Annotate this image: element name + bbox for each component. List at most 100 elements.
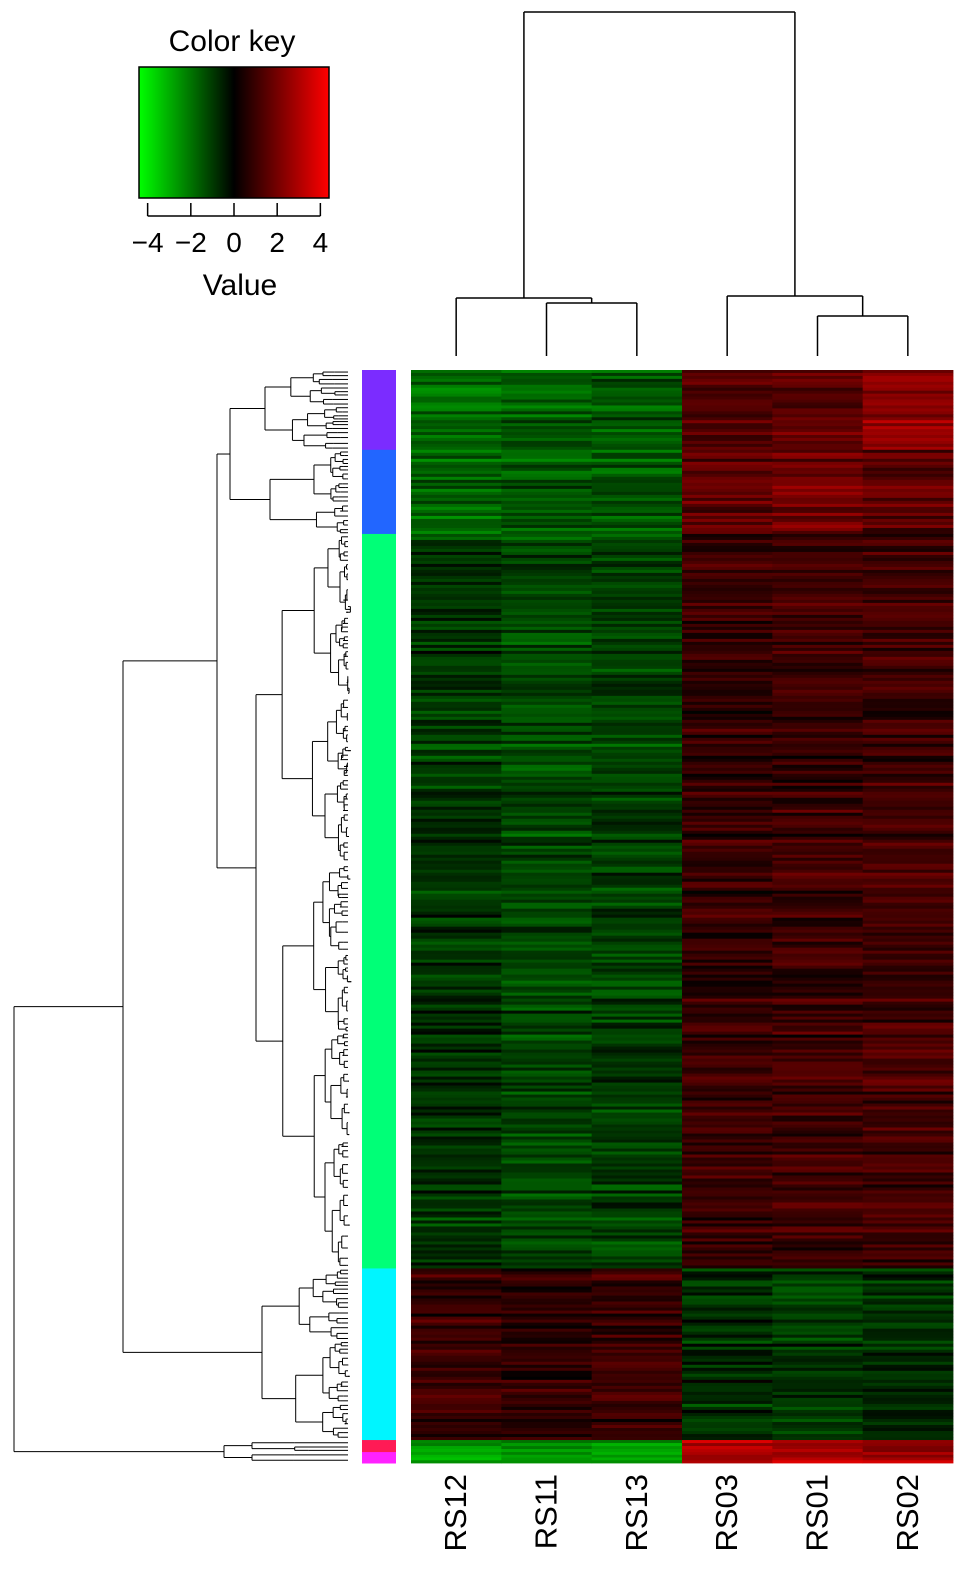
heatmap-cell [591, 1307, 683, 1311]
color-key-tick-label: 0 [226, 227, 242, 258]
heatmap-cell [501, 1175, 593, 1179]
heatmap-cell [682, 426, 773, 430]
heatmap-cell [682, 1175, 773, 1179]
heatmap-cell [772, 536, 864, 541]
heatmap-cell [862, 437, 954, 442]
heatmap-cell [591, 950, 683, 955]
heatmap-cell [501, 710, 593, 715]
heatmap-cell [411, 1142, 502, 1146]
heatmap-cell [772, 890, 864, 895]
heatmap-cell [411, 1250, 502, 1254]
heatmap-cell [772, 749, 864, 754]
heatmap-cell [772, 608, 864, 613]
heatmap-cell [411, 387, 502, 392]
heatmap-cell [772, 1418, 864, 1423]
heatmap-cell [411, 1121, 502, 1125]
heatmap-cell [591, 1452, 683, 1456]
heatmap-cell [772, 563, 864, 568]
heatmap-cell [501, 1169, 593, 1173]
heatmap-cell [591, 1157, 683, 1161]
heatmap-cell [772, 1088, 864, 1092]
heatmap-cell [682, 749, 773, 754]
heatmap-cell [501, 1133, 593, 1137]
heatmap-cell [772, 1172, 864, 1176]
heatmap-cell [591, 1310, 683, 1315]
heatmap-cell [411, 713, 502, 718]
heatmap-cell [501, 1454, 593, 1458]
heatmap-cell [591, 770, 683, 775]
heatmap-cell [501, 1304, 593, 1308]
heatmap-cell [411, 1061, 502, 1065]
heatmap-cell [682, 902, 773, 907]
heatmap-cell [411, 755, 502, 760]
heatmap-cell [682, 1040, 773, 1045]
heatmap-cell [501, 408, 593, 412]
heatmap-cell [411, 611, 502, 616]
heatmap-cell [682, 887, 773, 892]
heatmap-cell [862, 983, 954, 988]
heatmap-cell [591, 521, 683, 526]
heatmap-cell [772, 1376, 864, 1381]
heatmap-cell [772, 1109, 864, 1113]
heatmap-cell [411, 1400, 502, 1405]
heatmap-cell [772, 1434, 864, 1438]
heatmap-cell [862, 443, 954, 448]
heatmap-cell [682, 662, 773, 667]
heatmap-cell [862, 500, 954, 505]
heatmap-cell [772, 914, 864, 919]
heatmap-cell [682, 701, 773, 706]
heatmap-cell [591, 1403, 683, 1408]
heatmap-cell [501, 1193, 593, 1197]
heatmap-cell [862, 926, 954, 931]
heatmap-cell [862, 575, 954, 580]
heatmap-cell [411, 824, 502, 829]
heatmap-cell [682, 1361, 773, 1366]
heatmap-cell [772, 1196, 864, 1200]
heatmap-cell [411, 405, 502, 409]
heatmap-cell [682, 1424, 773, 1429]
heatmap-cell [501, 992, 593, 997]
heatmap-cell [772, 1403, 864, 1408]
heatmap-cell [501, 965, 593, 970]
heatmap-cell [411, 1139, 502, 1143]
heatmap-cell [591, 1079, 683, 1083]
heatmap-cell [591, 908, 683, 913]
heatmap-cell [411, 854, 502, 859]
heatmap-cell [772, 1013, 864, 1018]
heatmap-cell [501, 635, 593, 640]
heatmap-cell [501, 551, 593, 556]
heatmap-cell [411, 623, 502, 628]
heatmap-cell [862, 491, 954, 496]
heatmap-cell [772, 1443, 864, 1447]
heatmap-cell [501, 737, 593, 742]
heatmap-cell [862, 1325, 954, 1330]
heatmap-cell [411, 659, 502, 664]
heatmap-cell [862, 1040, 954, 1045]
heatmap-cell [501, 1127, 593, 1131]
heatmap-cell [682, 1322, 773, 1327]
heatmap-cell [772, 812, 864, 817]
heatmap-cell [772, 845, 864, 850]
heatmap-cell [682, 761, 773, 766]
heatmap-cell [772, 1250, 864, 1254]
heatmap-cell [411, 1331, 502, 1336]
heatmap-cell [501, 761, 593, 766]
heatmap-cell [772, 1232, 864, 1236]
heatmap-cell [411, 1454, 502, 1458]
heatmap-cell [501, 512, 593, 517]
heatmap-cell [501, 782, 593, 787]
heatmap-cell [411, 1403, 502, 1408]
heatmap-cell [682, 1334, 773, 1339]
heatmap-cell [682, 815, 773, 820]
heatmap-cell [772, 728, 864, 733]
heatmap-cell [411, 782, 502, 787]
heatmap-cell [862, 638, 954, 643]
heatmap-cell [411, 602, 502, 607]
heatmap-cell [411, 776, 502, 781]
heatmap-cell [591, 1181, 683, 1185]
heatmap-cell [682, 1337, 773, 1342]
heatmap-cell [682, 974, 773, 979]
heatmap-cell [682, 557, 773, 562]
heatmap-cell [411, 1376, 502, 1381]
heatmap-cell [591, 1076, 683, 1080]
